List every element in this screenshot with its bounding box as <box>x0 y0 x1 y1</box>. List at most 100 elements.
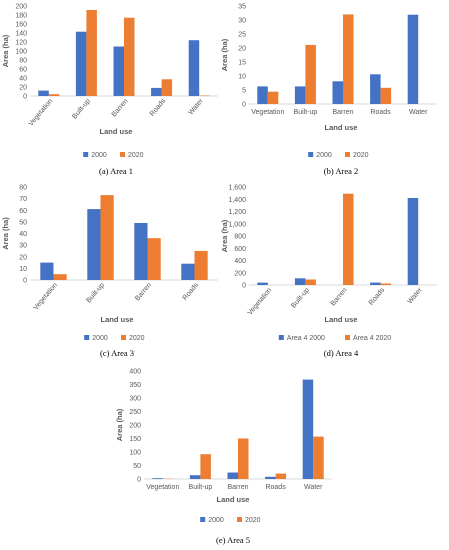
y-tick-label: 180 <box>15 13 27 20</box>
caption-text: Area 5 <box>225 535 250 545</box>
legend-swatch <box>237 517 242 522</box>
bar-roads-2000 <box>151 87 162 96</box>
x-tick-label: Barren <box>134 282 153 303</box>
y-tick-label: 100 <box>129 450 141 457</box>
x-tick-label: Barren <box>111 98 130 119</box>
y-tick-label: 120 <box>15 40 27 47</box>
chart-caption: (b) Area 2 <box>324 166 358 176</box>
bar-vegetation-2000 <box>38 90 49 96</box>
legend-swatch <box>345 152 350 157</box>
y-tick-label: 1,200 <box>228 209 246 216</box>
chart-caption: (c) Area 3 <box>100 348 134 358</box>
y-tick-label: 1,600 <box>228 185 246 192</box>
x-tick-label: Water <box>409 109 428 116</box>
y-tick-label: 0 <box>242 102 246 109</box>
x-tick-label: Roads <box>265 484 286 491</box>
y-tick-label: 0 <box>242 283 246 290</box>
bar-water-2000 <box>188 40 200 96</box>
x-axis-title: Land use <box>217 495 250 504</box>
y-axis-title: Area (ha) <box>1 217 10 250</box>
y-tick-label: 100 <box>15 49 27 56</box>
legend-swatch <box>278 335 284 340</box>
caption-text: Area 4 <box>334 348 359 358</box>
bar-roads-area-4-2020 <box>380 283 392 285</box>
x-axis-title: Land use <box>325 315 358 324</box>
chart-area-2: 0 5 10 15 20 25 30 35 Vegetation Built-up Barren Ro… <box>220 4 437 176</box>
bar-water-2020 <box>199 95 210 96</box>
bar-barren-2000 <box>332 81 343 104</box>
y-tick-label: 1,400 <box>228 197 246 204</box>
y-tick-label: 0 <box>137 477 141 484</box>
legend-swatch <box>308 152 314 157</box>
bar-vegetation-2000 <box>257 86 268 104</box>
legend-label: 2000 <box>92 335 108 342</box>
x-tick-label: Built-up <box>290 287 311 310</box>
caption-text: Area 3 <box>109 348 134 358</box>
bar-barren-2020 <box>124 17 135 97</box>
legend-label: 2020 <box>245 517 261 524</box>
bar-roads-2020 <box>161 79 173 96</box>
y-tick-label: 50 <box>19 219 27 226</box>
x-tick-label: Roads <box>182 281 201 301</box>
legend-label: 2020 <box>129 335 145 342</box>
bar-roads-2020 <box>275 473 287 479</box>
y-tick-label: 20 <box>19 85 27 92</box>
legend-swatch <box>200 517 206 522</box>
y-tick-label: 0 <box>23 94 27 101</box>
legend-label: Area 4 2000 <box>287 335 325 342</box>
y-tick-label: 200 <box>234 270 246 277</box>
bar-barren-2020 <box>238 438 249 479</box>
caption-letter: (b) <box>324 166 334 176</box>
x-axis-title: Land use <box>101 315 134 324</box>
legend-swatch <box>121 335 126 340</box>
y-tick-label: 80 <box>19 185 27 192</box>
x-tick-label: Vegetation <box>32 282 59 312</box>
y-tick-label: 40 <box>19 76 27 83</box>
legend-label: 2020 <box>128 152 144 159</box>
x-tick-label: Vegetation <box>28 98 55 128</box>
caption-text: Area 2 <box>334 166 359 176</box>
legend-swatch <box>345 335 350 340</box>
x-tick-label: Barren <box>227 484 248 491</box>
x-tick-label: Built-up <box>71 98 92 121</box>
bar-built-up-2020 <box>200 454 211 479</box>
bar-water-2000 <box>407 14 419 105</box>
x-axis-title: Land use <box>325 123 358 132</box>
y-tick-label: 30 <box>19 243 27 250</box>
bar-barren-area-4-2020 <box>343 193 354 285</box>
x-tick-label: Water <box>188 97 206 116</box>
legend-label: 2020 <box>353 152 369 159</box>
y-tick-label: 10 <box>19 266 27 273</box>
caption-letter: (c) <box>100 348 110 358</box>
y-tick-label: 20 <box>19 254 27 261</box>
caption-letter: (a) <box>99 166 109 176</box>
caption-text: Area 1 <box>108 166 133 176</box>
legend-swatch <box>120 152 125 157</box>
bar-roads-2000 <box>265 476 276 479</box>
y-tick-label: 800 <box>234 234 246 241</box>
y-axis-title: Area (ha) <box>115 408 124 441</box>
legend-swatch <box>83 152 89 157</box>
x-tick-label: Vegetation <box>247 287 274 317</box>
chart-area-1: 0 20 40 60 80 100 120 140 160 180 200 Vegetation Bui… <box>1 4 218 176</box>
chart-caption: (e) Area 5 <box>216 535 250 545</box>
y-tick-label: 5 <box>242 88 246 95</box>
legend-swatch <box>84 335 90 340</box>
y-tick-label: 140 <box>15 31 27 38</box>
bar-barren-2020 <box>343 14 354 104</box>
y-tick-label: 160 <box>15 22 27 29</box>
bar-built-up-area-4-2000 <box>294 278 306 285</box>
x-tick-label: Barren <box>332 109 353 116</box>
bar-vegetation-2000 <box>152 478 163 479</box>
legend: 2000 2020 <box>200 517 261 524</box>
bar-built-up-area-4-2020 <box>305 279 316 285</box>
bar-vegetation-2020 <box>53 274 67 280</box>
x-tick-label: Water <box>407 286 425 305</box>
y-tick-label: 10 <box>238 74 246 81</box>
chart-area-5: 0 50 100 150 200 250 300 350 400 Vegetation Built-… <box>115 369 332 545</box>
x-tick-label: Vegetation <box>146 484 179 491</box>
bar-barren-2000 <box>134 223 148 280</box>
bar-built-up-2020 <box>86 10 97 96</box>
legend: 2000 2020 <box>83 152 144 159</box>
y-tick-label: 600 <box>234 246 246 253</box>
